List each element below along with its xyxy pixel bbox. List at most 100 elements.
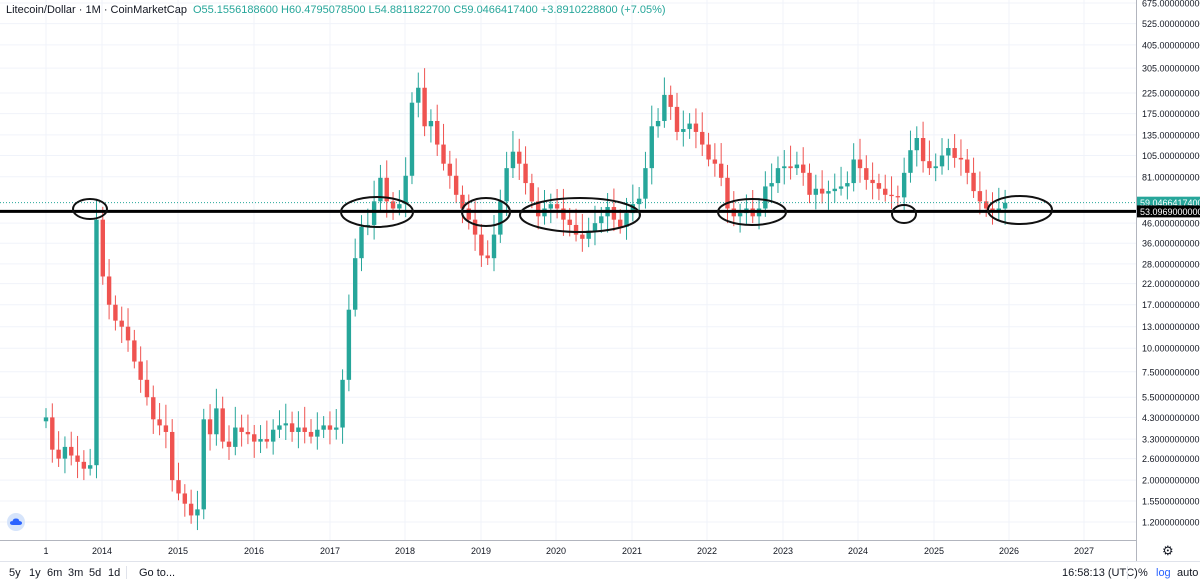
- candle-body: [965, 159, 970, 173]
- candle-body: [87, 465, 93, 469]
- symbol-title[interactable]: Litecoin/Dollar · 1M · CoinMarketCap: [6, 4, 187, 16]
- candle-body: [94, 219, 99, 466]
- x-tick-label: 2020: [546, 546, 566, 556]
- candle-body: [977, 191, 983, 202]
- timeframe-3m[interactable]: 3m: [68, 567, 84, 579]
- y-tick-label: 175.0000000000: [1142, 109, 1200, 119]
- candle-body: [895, 196, 901, 198]
- y-tick-label: 135.0000000000: [1142, 130, 1200, 140]
- candle-body: [491, 234, 497, 259]
- timeframe-1y[interactable]: 1y: [29, 567, 41, 579]
- y-tick-label: 405.0000000000: [1142, 40, 1200, 50]
- log-scale-toggle[interactable]: log: [1156, 567, 1171, 579]
- candle-body: [346, 309, 352, 380]
- candle-body: [226, 441, 232, 447]
- candle-body: [245, 431, 251, 435]
- candle-body: [952, 148, 957, 158]
- candle-body: [883, 188, 888, 195]
- x-tick-label: 2021: [622, 546, 642, 556]
- timeframe-6m[interactable]: 6m: [47, 567, 63, 579]
- candle-body: [466, 208, 471, 220]
- candle-body: [352, 258, 358, 310]
- candle-body: [56, 449, 61, 459]
- candle-body: [517, 151, 522, 164]
- price-chart[interactable]: 675.0000000000 525.0000000000 405.00000000…: [0, 0, 1200, 561]
- percent-scale-toggle[interactable]: %: [1138, 567, 1148, 579]
- candle-body: [529, 183, 535, 202]
- candle-body: [548, 204, 553, 209]
- candle-body: [188, 503, 194, 516]
- auto-scale-toggle[interactable]: auto: [1177, 567, 1199, 579]
- annotation-circle: [72, 198, 108, 220]
- timeframe-5y[interactable]: 5y: [9, 567, 21, 579]
- candle-body: [737, 213, 743, 217]
- bottom-toolbar: 5y 1y 6m 3m 5d 1d Go to... 16:58:13 (UTC…: [0, 561, 1200, 583]
- current-price-label: 59.0466417400: [1140, 198, 1200, 208]
- gear-icon[interactable]: ⚙: [1162, 543, 1174, 558]
- candle-body: [636, 198, 642, 205]
- candle-body: [946, 148, 951, 156]
- candle-body: [813, 188, 819, 195]
- candle-body: [384, 177, 389, 202]
- candle-body: [624, 213, 629, 227]
- candle-body: [700, 131, 705, 145]
- candle-body: [201, 419, 206, 510]
- candle-body: [725, 177, 730, 209]
- candle-body: [681, 129, 686, 132]
- candle-body: [144, 379, 150, 398]
- x-tick-label: 2018: [395, 546, 415, 556]
- x-tick-label: 2026: [999, 546, 1019, 556]
- candle-body: [479, 234, 484, 256]
- candle-body: [845, 183, 850, 187]
- candle-body: [207, 419, 213, 435]
- y-tick-label: 105.0000000000: [1142, 151, 1200, 161]
- y-tick-label: 36.0000000000: [1142, 239, 1200, 249]
- candle-body: [662, 94, 667, 121]
- candle-body: [157, 419, 162, 426]
- candle-body: [586, 230, 591, 239]
- candle-body: [435, 120, 440, 145]
- candle-body: [1002, 202, 1008, 209]
- timeframe-5d[interactable]: 5d: [89, 567, 102, 579]
- ohlc-values: O55.1556188600 H60.4795078500 L54.881182…: [192, 4, 666, 16]
- candle-body: [927, 161, 932, 169]
- candle-body: [113, 304, 118, 321]
- candle-body: [901, 172, 907, 198]
- candle-body: [453, 175, 459, 195]
- candle-body: [674, 106, 680, 132]
- timeframe-1d[interactable]: 1d: [108, 567, 121, 579]
- y-tick-label: 525.0000000000: [1142, 19, 1200, 29]
- candle-body: [561, 208, 566, 220]
- candle-body: [252, 434, 257, 442]
- goto-button[interactable]: Go to...: [139, 567, 176, 579]
- candle-body: [163, 425, 169, 432]
- x-tick-label: 2023: [773, 546, 793, 556]
- candle-body: [397, 204, 402, 209]
- x-tick-label: 2019: [471, 546, 491, 556]
- candle-body: [264, 439, 270, 442]
- y-tick-label: 1.2000000000: [1142, 518, 1200, 528]
- candle-body: [50, 417, 55, 450]
- tradingview-logo-icon[interactable]: [7, 513, 25, 531]
- candle-body: [763, 186, 768, 209]
- divider: [1127, 566, 1128, 579]
- candle-body: [870, 179, 875, 184]
- candle-body: [807, 172, 812, 195]
- candle-body: [138, 361, 143, 380]
- y-tick-label: 3.3000000000: [1142, 435, 1200, 445]
- x-tick-label: 2014: [92, 546, 112, 556]
- annotation-circle: [340, 196, 414, 228]
- candle-body: [220, 408, 225, 442]
- candle-body: [176, 480, 181, 494]
- candle-body: [838, 186, 844, 189]
- candle-body: [693, 123, 699, 132]
- candle-body: [195, 509, 200, 516]
- x-tick-label: 2024: [848, 546, 868, 556]
- candle-body: [567, 219, 572, 225]
- candle-body: [788, 166, 793, 169]
- candle-body: [151, 397, 156, 420]
- candle-body: [233, 427, 238, 447]
- candle-body: [971, 172, 976, 192]
- y-tick-label: 46.0000000000: [1142, 219, 1200, 229]
- candle-body: [523, 163, 528, 184]
